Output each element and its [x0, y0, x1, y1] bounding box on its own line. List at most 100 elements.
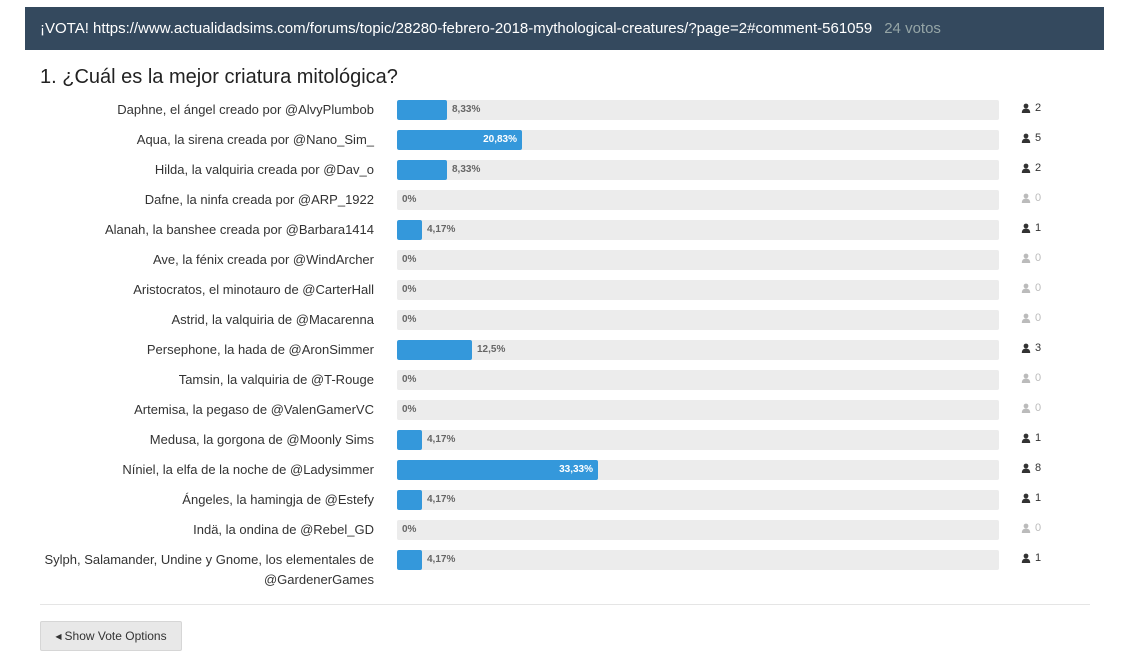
option-percent: 0% — [402, 314, 417, 325]
vote-count-number: 8 — [1035, 462, 1042, 474]
vote-count-number: 0 — [1035, 252, 1042, 264]
user-icon — [1021, 133, 1031, 143]
vote-count: 2 — [1021, 100, 1041, 116]
option-label: Indä, la ondina de @Rebel_GD — [193, 522, 374, 537]
option-label: Artemisa, la pegaso de @ValenGamerVC — [134, 402, 374, 417]
progress-track: 0% — [397, 250, 999, 270]
option-label: Tamsin, la valquiria de @T-Rouge — [178, 372, 374, 387]
user-icon — [1021, 433, 1031, 443]
vote-count: 1 — [1021, 490, 1041, 506]
option-percent: 8,33% — [452, 104, 481, 115]
poll-title: ¡VOTA! https://www.actualidadsims.com/fo… — [40, 20, 873, 37]
show-vote-options-label: Show Vote Options — [64, 629, 167, 643]
vote-count-number: 1 — [1035, 222, 1042, 234]
user-icon — [1021, 343, 1031, 353]
user-icon — [1021, 493, 1031, 503]
progress-track: 4,17% — [397, 430, 999, 450]
user-icon — [1021, 553, 1031, 563]
user-icon — [1021, 223, 1031, 233]
poll-option-row: Artemisa, la pegaso de @ValenGamerVC 0% 0 — [40, 396, 1100, 426]
poll-option-row: Persephone, la hada de @AronSimmer 12,5% 3 — [40, 336, 1100, 366]
show-vote-options-button[interactable]: ◀ Show Vote Options — [40, 621, 182, 651]
progress-track: 0% — [397, 310, 999, 330]
option-percent: 0% — [402, 374, 417, 385]
progress-track: 20,83% — [397, 130, 999, 150]
vote-count: 0 — [1021, 190, 1041, 206]
user-icon — [1021, 253, 1031, 263]
user-icon — [1021, 163, 1031, 173]
option-label: Ángeles, la hamingja de @Estefy — [182, 492, 374, 507]
poll-option-row: Alanah, la banshee creada por @Barbara14… — [40, 216, 1100, 246]
progress-track: 8,33% — [397, 100, 999, 120]
option-percent: 4,17% — [427, 554, 456, 565]
progress-track: 0% — [397, 520, 999, 540]
progress-fill — [397, 220, 422, 240]
vote-count-number: 1 — [1035, 492, 1042, 504]
vote-count-number: 1 — [1035, 432, 1042, 444]
option-label: Dafne, la ninfa creada por @ARP_1922 — [144, 192, 374, 207]
option-label: Sylph, Salamander, Undine y Gnome, los e… — [44, 552, 374, 587]
poll-option-row: Daphne, el ángel creado por @AlvyPlumbob… — [40, 96, 1100, 126]
user-icon — [1021, 463, 1031, 473]
user-icon — [1021, 373, 1031, 383]
vote-count-number: 0 — [1035, 372, 1042, 384]
vote-count-number: 1 — [1035, 552, 1042, 564]
option-label: Medusa, la gorgona de @Moonly Sims — [149, 432, 374, 447]
vote-count: 0 — [1021, 280, 1041, 296]
option-percent: 0% — [402, 284, 417, 295]
poll-results: Daphne, el ángel creado por @AlvyPlumbob… — [40, 96, 1100, 587]
progress-fill — [397, 430, 422, 450]
progress-track: 0% — [397, 400, 999, 420]
poll-option-row: Aqua, la sirena creada por @Nano_Sim_ 20,… — [40, 126, 1100, 156]
poll-option-row: Tamsin, la valquiria de @T-Rouge 0% 0 — [40, 366, 1100, 396]
option-label: Hilda, la valquiria creada por @Dav_o — [154, 162, 374, 177]
progress-track: 0% — [397, 190, 999, 210]
poll-option-row: Hilda, la valquiria creada por @Dav_o 8,3… — [40, 156, 1100, 186]
poll-option-row: Sylph, Salamander, Undine y Gnome, los e… — [40, 546, 1100, 587]
progress-track: 4,17% — [397, 490, 999, 510]
total-votes: 24 votos — [884, 20, 941, 37]
option-percent: 4,17% — [427, 224, 456, 235]
vote-count: 0 — [1021, 520, 1041, 536]
progress-fill — [397, 340, 472, 360]
option-percent: 20,83% — [483, 134, 517, 145]
progress-track: 8,33% — [397, 160, 999, 180]
option-percent: 0% — [402, 254, 417, 265]
vote-count-number: 0 — [1035, 282, 1042, 294]
progress-fill — [397, 550, 422, 570]
vote-count: 3 — [1021, 340, 1041, 356]
option-label: Astrid, la valquiria de @Macarenna — [171, 312, 374, 327]
vote-count: 0 — [1021, 370, 1041, 386]
poll-header: ¡VOTA! https://www.actualidadsims.com/fo… — [25, 7, 1104, 50]
option-percent: 8,33% — [452, 164, 481, 175]
option-label: Aristocratos, el minotauro de @CarterHal… — [133, 282, 374, 297]
user-icon — [1021, 193, 1031, 203]
option-percent: 0% — [402, 194, 417, 205]
vote-count-number: 5 — [1035, 132, 1042, 144]
poll-option-row: Ave, la fénix creada por @WindArcher 0% 0 — [40, 246, 1100, 276]
divider — [40, 604, 1090, 605]
progress-track: 0% — [397, 370, 999, 390]
option-label: Daphne, el ángel creado por @AlvyPlumbob — [117, 102, 374, 117]
option-label: Níniel, la elfa de la noche de @Ladysimm… — [122, 462, 374, 477]
vote-count: 8 — [1021, 460, 1041, 476]
option-label: Alanah, la banshee creada por @Barbara14… — [104, 222, 374, 237]
vote-count-number: 3 — [1035, 342, 1042, 354]
caret-left-icon: ◀ — [55, 631, 62, 641]
vote-count: 0 — [1021, 400, 1041, 416]
progress-fill — [397, 130, 522, 150]
vote-count-number: 2 — [1035, 162, 1042, 174]
progress-track: 33,33% — [397, 460, 999, 480]
poll-option-row: Medusa, la gorgona de @Moonly Sims 4,17% 1 — [40, 426, 1100, 456]
progress-track: 4,17% — [397, 220, 999, 240]
user-icon — [1021, 283, 1031, 293]
option-percent: 12,5% — [477, 344, 506, 355]
vote-count-number: 0 — [1035, 402, 1042, 414]
progress-fill — [397, 160, 447, 180]
poll-option-row: Dafne, la ninfa creada por @ARP_1922 0% 0 — [40, 186, 1100, 216]
vote-count: 2 — [1021, 160, 1041, 176]
progress-track: 0% — [397, 280, 999, 300]
option-percent: 0% — [402, 404, 417, 415]
vote-count: 0 — [1021, 250, 1041, 266]
vote-count-number: 0 — [1035, 312, 1042, 324]
